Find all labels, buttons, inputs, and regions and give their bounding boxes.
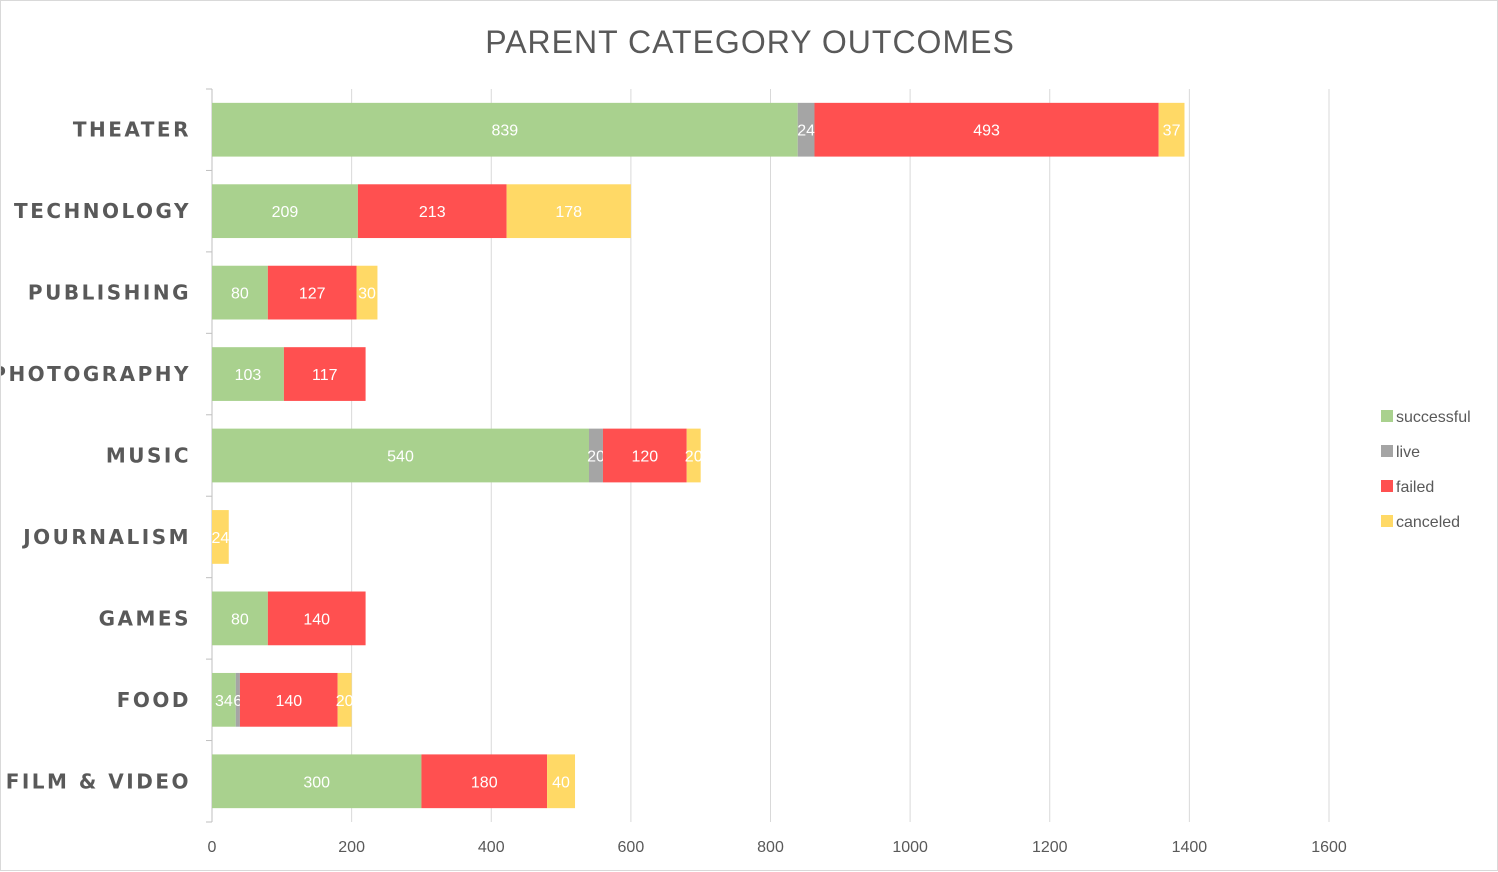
x-axis-ticks: 0 200 400 600 800 1000 1200 1400 1600 <box>208 839 1347 856</box>
category-label: FILM & VIDEO <box>6 769 191 793</box>
data-label: 120 <box>631 449 658 466</box>
x-tick-label: 600 <box>618 839 645 856</box>
x-tick-label: 800 <box>757 839 784 856</box>
data-label: 20 <box>336 693 354 710</box>
legend-swatch-successful <box>1381 410 1393 422</box>
x-tick-label: 1200 <box>1032 839 1068 856</box>
bar-segment-failed <box>239 672 338 727</box>
data-label: 178 <box>555 204 582 221</box>
bar-segment-successful <box>212 102 798 157</box>
category-labels: THEATER TECHNOLOGY PUBLISHING PHOTOGRAPHY MU… <box>1 118 191 794</box>
bar-segment-live <box>797 102 815 157</box>
data-label: 839 <box>492 123 519 140</box>
bar-segment-failed <box>357 184 507 239</box>
bar-segment-live <box>235 672 240 727</box>
data-label: 117 <box>312 367 338 384</box>
data-label: 20 <box>587 449 605 466</box>
bar-segment-failed <box>421 754 548 809</box>
bar-segment-failed <box>814 102 1159 157</box>
data-label: 37 <box>1163 123 1181 140</box>
x-tick-label: 1400 <box>1172 839 1208 856</box>
bar-segment-canceled <box>356 265 378 320</box>
bar-segment-successful <box>212 754 422 809</box>
legend-swatch-failed <box>1381 480 1393 492</box>
bar-segment-canceled <box>1158 102 1185 157</box>
bar-segment-successful <box>212 591 268 646</box>
category-label: TECHNOLOGY <box>14 199 191 223</box>
data-label: 493 <box>973 123 1000 140</box>
x-tick-label: 1000 <box>892 839 928 856</box>
bar-segment-successful <box>212 428 589 483</box>
category-label: PHOTOGRAPHY <box>1 362 191 386</box>
data-label: 80 <box>231 611 249 628</box>
bar-segment-canceled <box>212 510 229 564</box>
x-tick-label: 0 <box>208 839 217 856</box>
data-label: 103 <box>235 367 262 384</box>
bar-segment-successful <box>212 184 358 239</box>
data-label: 40 <box>552 774 570 791</box>
x-tick-label: 1600 <box>1311 839 1347 856</box>
bar-segment-live <box>588 428 603 483</box>
data-label: 24 <box>211 530 229 547</box>
bar-segment-canceled <box>686 428 701 483</box>
data-label: 6 <box>233 693 242 710</box>
data-label: 30 <box>358 286 376 303</box>
data-label: 127 <box>299 286 326 303</box>
data-label: 140 <box>275 693 302 710</box>
data-label: 140 <box>303 611 330 628</box>
data-label: 213 <box>419 204 446 221</box>
category-label: FOOD <box>117 688 191 712</box>
category-label: JOURNALISM <box>21 525 191 549</box>
x-tick-label: 400 <box>478 839 505 856</box>
data-label: 180 <box>471 774 498 791</box>
bar-segment-canceled <box>506 184 631 239</box>
data-label: 34 <box>215 693 233 710</box>
data-label: 540 <box>387 449 414 466</box>
bar-segment-failed <box>602 428 687 483</box>
legend: successful live failed canceled <box>1381 409 1471 531</box>
chart-title: PARENT CATEGORY OUTCOMES <box>485 24 1015 60</box>
legend-label-successful: successful <box>1396 409 1471 426</box>
data-label: 24 <box>797 123 815 140</box>
bar-segment-canceled <box>337 672 352 727</box>
category-label: PUBLISHING <box>28 281 191 305</box>
bar-segment-successful <box>212 265 268 320</box>
legend-label-canceled: canceled <box>1396 514 1460 531</box>
data-label: 80 <box>231 286 249 303</box>
data-label: 209 <box>272 204 299 221</box>
bar-segment-failed <box>267 591 366 646</box>
category-axis <box>206 88 212 823</box>
bar-segment-successful <box>212 672 236 727</box>
bar-segment-failed <box>267 265 357 320</box>
legend-label-live: live <box>1396 444 1420 461</box>
legend-swatch-canceled <box>1381 515 1393 527</box>
bar-segment-failed <box>283 347 366 401</box>
data-label: 300 <box>303 774 330 791</box>
legend-label-failed: failed <box>1396 479 1434 496</box>
x-tick-label: 200 <box>338 839 365 856</box>
data-label: 20 <box>685 449 703 466</box>
bar-series: 839 24 493 37 209 213 178 80 127 30 103 117 540 20 120… <box>211 102 1185 809</box>
category-label: MUSIC <box>106 444 191 468</box>
category-label: GAMES <box>99 606 191 630</box>
bar-segment-successful <box>212 347 284 401</box>
category-label: THEATER <box>73 118 191 142</box>
bar-segment-canceled <box>547 754 576 809</box>
legend-swatch-live <box>1381 445 1393 457</box>
